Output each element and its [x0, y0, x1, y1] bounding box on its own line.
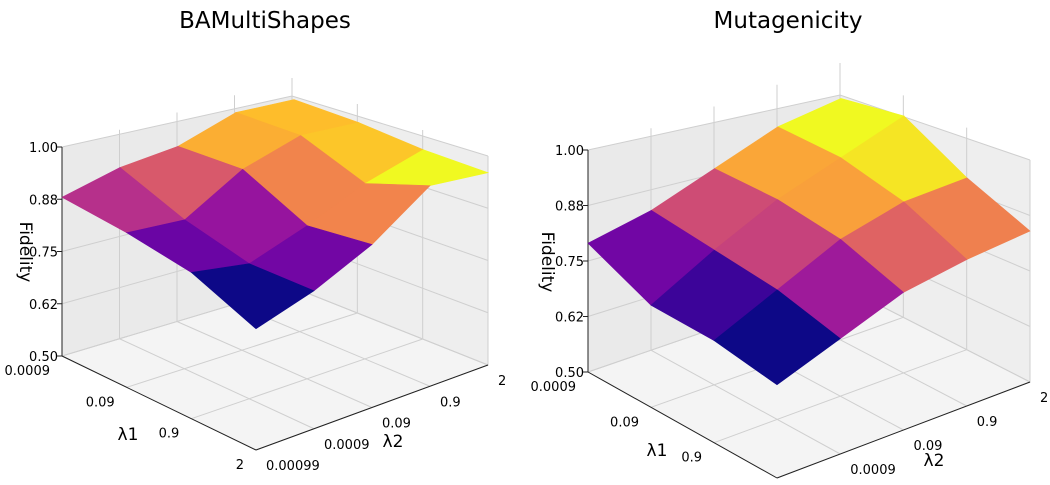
x-tick-label: 0.09 — [610, 415, 639, 430]
y-axis-label: λ2 — [924, 451, 945, 471]
x-tick-label: 0.0009 — [531, 380, 577, 395]
y-tick-label: 0.09 — [382, 417, 411, 432]
x-tick-label: 0.9 — [681, 451, 702, 466]
surface — [61, 99, 490, 330]
y-axis-line — [776, 381, 1031, 479]
y-tick-label: 0.09 — [914, 439, 943, 454]
z-tick-label: 0.75 — [29, 246, 58, 261]
tick-labels: 0.50 0.62 0.75 0.88 1.00 0.0009 0.09 0.9 2 0.0009… — [5, 141, 507, 474]
z-tick-label: 0.88 — [29, 193, 58, 208]
y-tick-label: 0.0009 — [324, 438, 370, 453]
y-axis-line — [255, 364, 489, 451]
z-tick-label: 0.62 — [29, 298, 58, 313]
surface-cell — [190, 263, 315, 330]
surface — [587, 98, 1031, 386]
floor-pane — [588, 285, 1030, 478]
y-tick-label: 2 — [1040, 391, 1048, 406]
plot-area: 0.50 0.62 0.75 0.88 1.00 0.0009 0.09 0.9 2 0.0009… — [5, 78, 507, 474]
z-tick-label: 0.50 — [29, 350, 58, 365]
z-tick-label: 0.62 — [555, 311, 584, 326]
floor-pane — [62, 287, 488, 450]
z-tick-label: 1.00 — [29, 141, 58, 156]
chart-panel-bamultishapes: BAMultiShapes λ1 λ2 Fidelity 0.50 0.62 0.7… — [5, 8, 507, 474]
y-tick-label: 0.9 — [440, 395, 461, 410]
z-axis-label: Fidelity — [537, 232, 557, 293]
y-tick-label: 0.00099 — [266, 459, 320, 474]
z-axis-label: Fidelity — [15, 222, 35, 283]
x-tick-label: 2 — [236, 458, 244, 473]
x-axis-line — [61, 355, 257, 451]
x-axis-label: λ1 — [118, 425, 139, 445]
y-tick-label: 0.9 — [977, 415, 998, 430]
x-axis-label: λ1 — [647, 441, 668, 461]
x-tick-label: 0.09 — [86, 395, 115, 410]
chart-title: Mutagenicity — [714, 8, 863, 34]
chart-panel-mutagenicity: Mutagenicity λ1 λ2 Fidelity 0.50 0.62 0.75… — [531, 8, 1049, 479]
y-axis-label: λ2 — [383, 432, 404, 452]
chart-title: BAMultiShapes — [179, 8, 351, 34]
surface-cell — [713, 289, 841, 386]
plot-area: 0.50 0.62 0.75 0.88 1.00 0.0009 0.09 0.9 2 0.0009… — [531, 63, 1049, 479]
y-tick-label: 2 — [498, 374, 506, 389]
y-gridline — [650, 128, 841, 455]
z-tick-label: 0.88 — [555, 200, 584, 215]
x-tick-label: 0.0009 — [5, 364, 51, 379]
z-tick-label: 1.00 — [555, 144, 584, 159]
z-tick-label: 0.50 — [555, 366, 584, 381]
z-tick-label: 0.75 — [555, 255, 584, 270]
y-tick-label: 0.0009 — [850, 463, 896, 478]
x-axis-line — [587, 371, 778, 479]
x-tick-label: 0.9 — [159, 427, 180, 442]
tick-labels: 0.50 0.62 0.75 0.88 1.00 0.0009 0.09 0.9 2 0.0009… — [531, 144, 1049, 478]
